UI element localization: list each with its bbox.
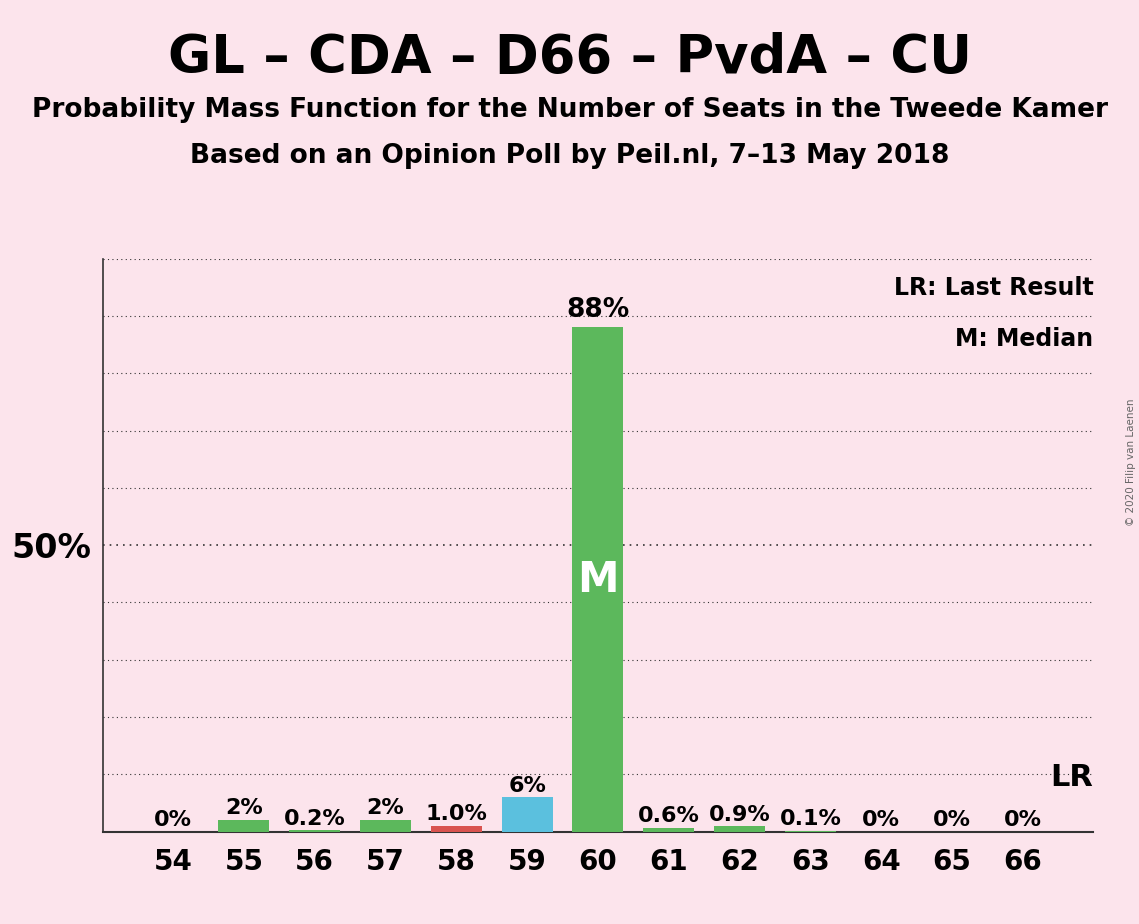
Bar [360,821,411,832]
Text: LR: Last Result: LR: Last Result [894,276,1093,300]
Text: © 2020 Filip van Laenen: © 2020 Filip van Laenen [1126,398,1136,526]
Bar [289,831,341,832]
Text: GL – CDA – D66 – PvdA – CU: GL – CDA – D66 – PvdA – CU [167,32,972,84]
Text: M: M [577,558,618,601]
Text: 1.0%: 1.0% [425,804,487,824]
Bar [431,826,482,832]
Text: Based on an Opinion Poll by Peil.nl, 7–13 May 2018: Based on an Opinion Poll by Peil.nl, 7–1… [190,143,949,169]
Text: 2%: 2% [226,798,263,819]
Text: 88%: 88% [566,297,630,322]
Bar [644,828,695,832]
Text: 0%: 0% [154,809,192,830]
Text: LR: LR [1050,762,1093,792]
Text: M: Median: M: Median [956,327,1093,351]
Text: Probability Mass Function for the Number of Seats in the Tweede Kamer: Probability Mass Function for the Number… [32,97,1107,123]
Text: 0.6%: 0.6% [638,807,699,826]
Text: 0%: 0% [933,809,972,830]
Text: 0.1%: 0.1% [779,809,842,830]
Bar [714,826,765,832]
Bar [219,821,269,832]
Text: 6%: 6% [508,775,546,796]
Bar [501,797,552,832]
Text: 0.9%: 0.9% [708,805,770,825]
Text: 2%: 2% [367,798,404,819]
Bar [573,327,623,832]
Text: 0%: 0% [1003,809,1042,830]
Text: 0%: 0% [862,809,900,830]
Text: 0.2%: 0.2% [284,808,345,829]
